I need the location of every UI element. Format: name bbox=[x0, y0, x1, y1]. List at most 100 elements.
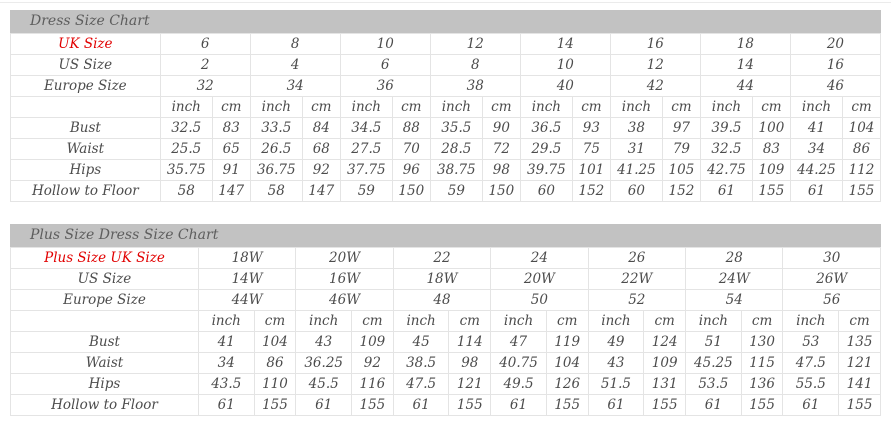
measure-inch-cell: 34 bbox=[197, 352, 255, 374]
measure-inch-cell: 61 bbox=[295, 394, 353, 416]
measure-cm-cell: 91 bbox=[211, 159, 251, 181]
size-value-cell: 54 bbox=[685, 289, 784, 311]
measure-inch-cell: 55.5 bbox=[782, 373, 840, 395]
size-value-cell: 36 bbox=[339, 75, 431, 97]
size-value-cell: 40 bbox=[519, 75, 611, 97]
unit-cm-cell: cm bbox=[752, 96, 791, 118]
unit-cm-cell: cm bbox=[842, 96, 881, 118]
measure-inch-cell: 45.25 bbox=[685, 352, 742, 374]
measure-cm-cell: 98 bbox=[448, 352, 492, 374]
measure-row: Hips 43.5 110 45.5 116 47.5 121 49.5 126 51.5 131 5… bbox=[10, 373, 881, 395]
unit-inch-cell: inch bbox=[789, 96, 844, 118]
size-value-cell: 22 bbox=[392, 247, 492, 269]
measure-cm-cell: 100 bbox=[752, 117, 791, 139]
measure-inch-cell: 47 bbox=[490, 331, 547, 353]
measure-inch-cell: 43.5 bbox=[197, 373, 255, 395]
measure-cm-cell: 116 bbox=[351, 373, 394, 395]
measure-cm-cell: 121 bbox=[838, 352, 881, 374]
measure-cm-cell: 155 bbox=[838, 394, 881, 416]
measure-inch-cell: 39.5 bbox=[699, 117, 754, 139]
size-value-cell: 18W bbox=[197, 247, 297, 269]
size-value-cell: 6 bbox=[339, 54, 431, 76]
size-value-cell: 24W bbox=[685, 268, 784, 290]
measure-inch-cell: 49.5 bbox=[490, 373, 547, 395]
size-value-cell: 44 bbox=[699, 75, 791, 97]
measure-inch-cell: 49 bbox=[587, 331, 645, 353]
measure-inch-cell: 41.25 bbox=[609, 159, 663, 181]
measure-inch-cell: 51 bbox=[685, 331, 742, 353]
measure-row: Waist 34 86 36.25 92 38.5 98 40.75 104 43 109 45.25… bbox=[10, 352, 881, 374]
measure-cm-cell: 112 bbox=[842, 159, 881, 181]
row-label: Bust bbox=[10, 331, 199, 353]
size-value-cell: 16W bbox=[295, 268, 394, 290]
measure-cm-cell: 110 bbox=[253, 373, 297, 395]
row-label: Hollow to Floor bbox=[10, 180, 161, 202]
row-label: US Size bbox=[10, 54, 161, 76]
unit-inch-cell: inch bbox=[609, 96, 663, 118]
measure-inch-cell: 43 bbox=[295, 331, 353, 353]
measure-cm-cell: 147 bbox=[301, 180, 341, 202]
unit-inch-cell: inch bbox=[490, 310, 547, 332]
dress-size-table: UK Size 6 8 10 12 14 16 18 20 US Size 2 4 6 8 10 12 14 16… bbox=[10, 33, 882, 202]
measure-inch-cell: 34 bbox=[789, 138, 844, 160]
size-value-cell: 16 bbox=[789, 54, 882, 76]
measure-cm-cell: 155 bbox=[351, 394, 394, 416]
size-value-cell: 24 bbox=[490, 247, 589, 269]
measure-inch-cell: 35.5 bbox=[429, 117, 483, 139]
measure-inch-cell: 27.5 bbox=[339, 138, 393, 160]
measure-row: Waist 25.5 65 26.5 68 27.5 70 28.5 72 29.5 75 31 79 3… bbox=[10, 138, 881, 160]
measure-inch-cell: 59 bbox=[429, 180, 483, 202]
unit-row: inch cm inch cm inch cm inch cm inch cm inch cm inch… bbox=[10, 96, 881, 118]
measure-inch-cell: 61 bbox=[685, 394, 742, 416]
size-row: Plus Size UK Size 18W 20W 22 24 26 28 30 bbox=[10, 247, 881, 269]
unit-inch-cell: inch bbox=[587, 310, 645, 332]
unit-inch-cell: inch bbox=[685, 310, 742, 332]
measure-cm-cell: 126 bbox=[545, 373, 589, 395]
measure-cm-cell: 96 bbox=[391, 159, 431, 181]
measure-cm-cell: 105 bbox=[661, 159, 701, 181]
measure-cm-cell: 155 bbox=[752, 180, 791, 202]
measure-cm-cell: 119 bbox=[545, 331, 589, 353]
measure-inch-cell: 61 bbox=[587, 394, 645, 416]
unit-inch-cell: inch bbox=[159, 96, 213, 118]
size-value-cell: 10 bbox=[519, 54, 611, 76]
size-value-cell: 16 bbox=[609, 33, 701, 55]
measure-cm-cell: 83 bbox=[752, 138, 791, 160]
row-label: Hips bbox=[10, 373, 199, 395]
measure-inch-cell: 60 bbox=[609, 180, 663, 202]
size-value-cell: 48 bbox=[392, 289, 492, 311]
size-row: Europe Size 44W 46W 48 50 52 54 56 bbox=[10, 289, 881, 311]
size-row: UK Size 6 8 10 12 14 16 18 20 bbox=[10, 33, 882, 55]
row-label: Plus Size UK Size bbox=[10, 247, 199, 269]
measure-inch-cell: 53 bbox=[782, 331, 840, 353]
unit-cm-cell: cm bbox=[448, 310, 492, 332]
measure-inch-cell: 41 bbox=[197, 331, 255, 353]
size-value-cell: 38 bbox=[429, 75, 521, 97]
measure-cm-cell: 83 bbox=[211, 117, 251, 139]
measure-inch-cell: 38.75 bbox=[429, 159, 483, 181]
measure-cm-cell: 109 bbox=[351, 331, 394, 353]
size-value-cell: 50 bbox=[490, 289, 589, 311]
measure-inch-cell: 29.5 bbox=[519, 138, 573, 160]
measure-inch-cell: 36.75 bbox=[249, 159, 303, 181]
measure-cm-cell: 97 bbox=[661, 117, 701, 139]
measure-cm-cell: 65 bbox=[211, 138, 251, 160]
size-value-cell: 20 bbox=[789, 33, 882, 55]
measure-inch-cell: 34.5 bbox=[339, 117, 393, 139]
measure-inch-cell: 44.25 bbox=[789, 159, 844, 181]
top-divider bbox=[0, 0, 891, 3]
measure-inch-cell: 38.5 bbox=[392, 352, 450, 374]
measure-inch-cell: 61 bbox=[789, 180, 844, 202]
measure-cm-cell: 104 bbox=[545, 352, 589, 374]
measure-inch-cell: 41 bbox=[789, 117, 844, 139]
size-value-cell: 10 bbox=[339, 33, 431, 55]
measure-cm-cell: 155 bbox=[253, 394, 297, 416]
measure-cm-cell: 72 bbox=[481, 138, 521, 160]
size-row: US Size 14W 16W 18W 20W 22W 24W 26W bbox=[10, 268, 881, 290]
measure-row: Hollow to Floor 61 155 61 155 61 155 61 155 61 155… bbox=[10, 394, 881, 416]
measure-cm-cell: 155 bbox=[448, 394, 492, 416]
plus-size-chart-title: Plus Size Dress Size Chart bbox=[10, 224, 881, 247]
measure-inch-cell: 43 bbox=[587, 352, 645, 374]
unit-cm-cell: cm bbox=[253, 310, 297, 332]
measure-cm-cell: 109 bbox=[752, 159, 791, 181]
